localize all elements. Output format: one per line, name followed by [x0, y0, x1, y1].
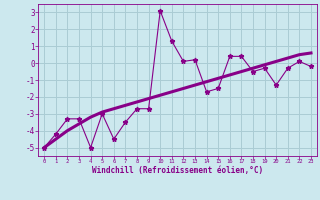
X-axis label: Windchill (Refroidissement éolien,°C): Windchill (Refroidissement éolien,°C)	[92, 166, 263, 175]
